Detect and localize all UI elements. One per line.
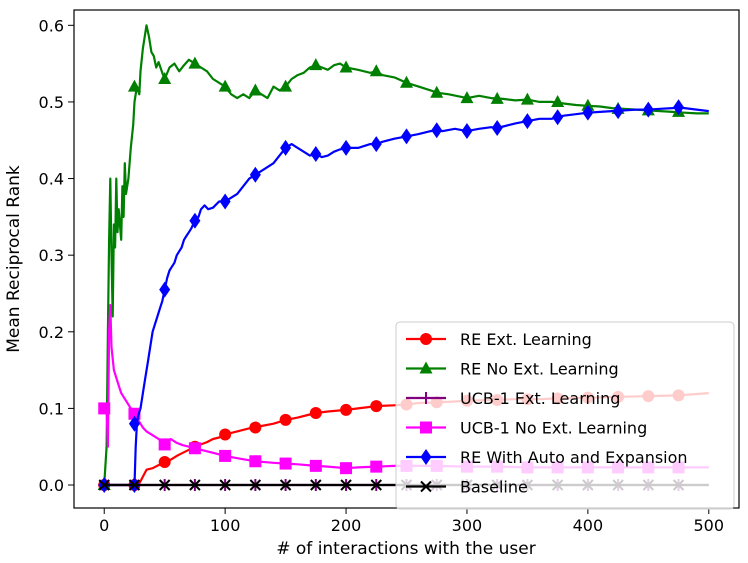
- data-point: [309, 406, 322, 419]
- y-tick-label: 0.5: [39, 93, 64, 112]
- data-point: [310, 479, 322, 491]
- legend: RE Ext. Learning RE No Ext. Learning UCB-1…: [395, 321, 735, 510]
- data-point: [98, 402, 111, 415]
- y-tick-label: 0.4: [39, 170, 64, 189]
- data-point: [280, 139, 292, 156]
- data-point: [460, 91, 474, 104]
- data-point: [309, 58, 323, 71]
- legend-marker: [420, 449, 432, 465]
- data-point: [98, 479, 110, 491]
- y-tick-label: 0.3: [39, 246, 64, 265]
- data-point: [491, 119, 503, 136]
- data-point: [158, 456, 171, 469]
- legend-marker: [419, 361, 433, 374]
- data-point: [249, 421, 262, 434]
- data-point: [279, 457, 292, 470]
- data-point: [340, 462, 353, 475]
- data-point: [340, 403, 353, 416]
- legend-label: UCB-1 No Ext. Learning: [460, 419, 647, 438]
- y-axis-ticks: 0.0 0.1 0.2 0.3 0.4 0.5 0.6: [39, 16, 74, 495]
- data-point: [128, 415, 140, 432]
- legend-marker: [420, 333, 432, 345]
- data-point: [158, 438, 171, 451]
- data-point: [431, 122, 443, 139]
- data-point: [340, 479, 352, 491]
- data-point: [310, 146, 322, 163]
- data-point: [248, 83, 262, 96]
- data-point: [249, 166, 261, 183]
- legend-label: RE Ext. Learning: [460, 330, 592, 349]
- data-point: [219, 428, 232, 441]
- y-tick-label: 0.1: [39, 399, 64, 418]
- data-point: [521, 113, 533, 130]
- data-point: [249, 455, 262, 468]
- data-point: [189, 212, 201, 229]
- legend-box: [395, 321, 735, 510]
- data-point: [339, 60, 353, 73]
- legend-marker: [420, 421, 432, 434]
- data-point: [370, 479, 382, 491]
- data-point: [158, 71, 172, 84]
- data-point: [673, 99, 685, 116]
- data-point: [642, 101, 654, 118]
- legend-marker: [420, 392, 432, 404]
- data-point: [218, 79, 232, 92]
- data-point: [219, 449, 232, 462]
- data-point: [340, 139, 352, 156]
- legend-marker: [420, 480, 432, 493]
- legend-label: RE No Ext. Learning: [460, 360, 619, 379]
- data-point: [370, 460, 383, 473]
- y-tick-label: 0.0: [39, 476, 64, 495]
- data-point: [551, 94, 565, 107]
- data-point: [249, 479, 262, 491]
- y-axis-label: Mean Reciprocal Rank: [4, 165, 24, 353]
- legend-label: Baseline: [460, 478, 528, 497]
- data-point: [188, 56, 202, 69]
- data-point: [189, 479, 201, 491]
- data-point: [400, 75, 413, 88]
- x-tick-label: 500: [693, 516, 724, 535]
- y-tick-label: 0.2: [39, 323, 64, 342]
- data-point: [401, 128, 412, 145]
- data-point: [188, 442, 201, 455]
- data-point: [430, 85, 444, 98]
- x-tick-label: 0: [99, 516, 109, 535]
- x-tick-label: 400: [573, 516, 604, 535]
- data-point: [612, 103, 624, 120]
- legend-entry: UCB-1 Ext. Learning: [406, 389, 620, 408]
- legend-entry: UCB-1 No Ext. Learning: [406, 419, 647, 438]
- legend-entry: RE Ext. Learning: [406, 330, 592, 349]
- legend-entry: Baseline: [406, 478, 528, 497]
- data-point: [159, 281, 171, 298]
- data-point: [370, 400, 383, 413]
- data-point: [490, 91, 504, 104]
- legend-label: UCB-1 Ext. Learning: [460, 389, 620, 408]
- x-tick-label: 300: [452, 516, 483, 535]
- data-point: [279, 79, 293, 92]
- series-line: [103, 24, 709, 486]
- data-point: [369, 64, 383, 77]
- data-point: [582, 104, 594, 121]
- data-point: [279, 413, 292, 426]
- x-axis-label: # of interactions with the user: [276, 539, 536, 559]
- data-point: [219, 479, 231, 491]
- x-tick-label: 100: [210, 516, 241, 535]
- data-point: [309, 459, 322, 472]
- legend-entry: RE No Ext. Learning: [406, 360, 619, 379]
- data-point: [552, 109, 564, 126]
- data-point: [461, 123, 473, 140]
- y-tick-label: 0.6: [39, 16, 64, 35]
- data-point: [158, 479, 171, 491]
- data-point: [370, 136, 382, 153]
- data-point: [219, 193, 231, 210]
- data-point: [128, 479, 141, 491]
- data-point: [520, 92, 534, 105]
- x-tick-label: 200: [331, 516, 362, 535]
- legend-label: RE With Auto and Expansion: [460, 448, 688, 467]
- x-axis-ticks: 0 100 200 300 400 500: [99, 508, 724, 535]
- data-point: [127, 79, 141, 92]
- legend-entry: RE With Auto and Expansion: [406, 448, 688, 467]
- data-point: [279, 479, 292, 491]
